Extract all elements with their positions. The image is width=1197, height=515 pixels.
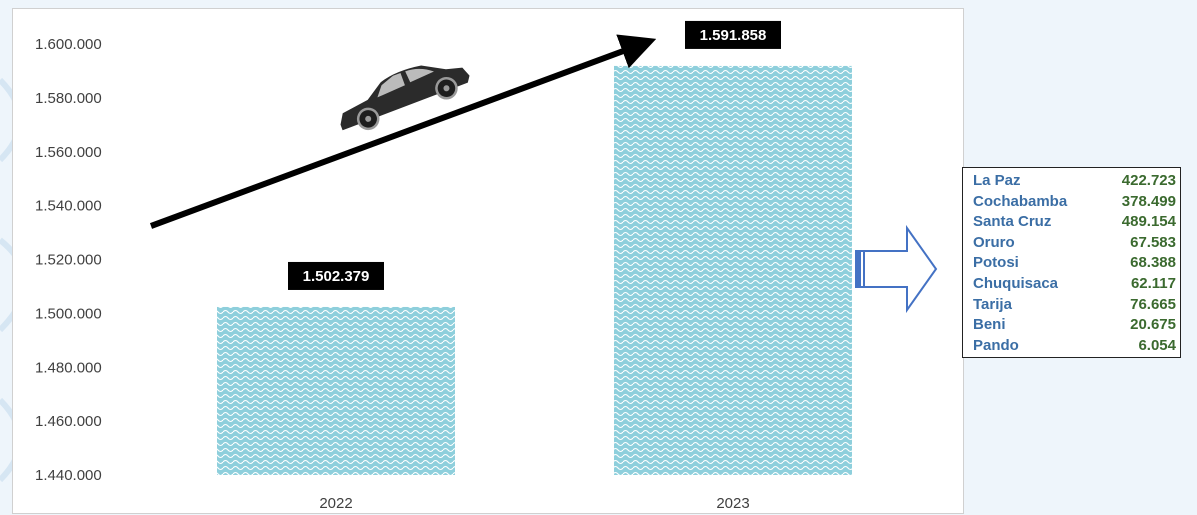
y-tick-label: 1.600.000 xyxy=(35,36,102,53)
department-name: Chuquisaca xyxy=(973,274,1059,292)
department-name: Tarija xyxy=(973,295,1012,313)
y-tick-label: 1.520.000 xyxy=(35,252,102,269)
y-tick-label: 1.580.000 xyxy=(35,90,102,107)
department-name: La Paz xyxy=(973,172,1021,189)
bar-2023 xyxy=(614,65,852,476)
department-row: Cochabamba 378.499 xyxy=(963,192,1180,213)
y-tick-label: 1.460.000 xyxy=(35,413,102,430)
data-label: 1.502.379 xyxy=(303,268,370,285)
department-value: 422.723 xyxy=(1121,172,1176,189)
department-value: 62.117 xyxy=(1130,274,1176,292)
department-value: 20.675 xyxy=(1130,316,1176,334)
department-row: Oruro 67.583 xyxy=(963,233,1180,254)
y-tick-label: 1.440.000 xyxy=(35,467,102,484)
department-value: 6.054 xyxy=(1138,336,1176,354)
y-tick-label: 1.540.000 xyxy=(35,198,102,215)
trend-arrow-icon xyxy=(149,34,657,229)
y-tick-label: 1.500.000 xyxy=(35,305,102,322)
x-axis: 2022 2023 xyxy=(319,495,749,512)
x-tick-label: 2023 xyxy=(716,495,749,512)
data-label-box xyxy=(288,261,384,290)
y-axis: 1.440.000 1.460.000 1.480.000 1.500.000 1.52… xyxy=(35,36,102,484)
department-value: 76.665 xyxy=(1130,295,1176,313)
department-table: La Paz 422.723 Cochabamba 378.499 Santa Cruz… xyxy=(962,167,1181,358)
department-value: 378.499 xyxy=(1121,192,1176,210)
data-labels: 1.502.379 1.591.858 xyxy=(288,20,781,290)
y-tick-label: 1.560.000 xyxy=(35,144,102,161)
department-row: Beni 20.675 xyxy=(963,315,1180,336)
department-row: Chuquisaca 62.117 xyxy=(963,274,1180,295)
department-row: Santa Cruz 489.154 xyxy=(963,212,1180,233)
department-value: 68.388 xyxy=(1130,254,1176,272)
data-label: 1.591.858 xyxy=(700,27,767,44)
department-name: Beni xyxy=(973,316,1006,334)
bar-chart: 1.440.000 1.460.000 1.480.000 1.500.000 1.52… xyxy=(35,20,852,512)
x-tick-label: 2022 xyxy=(319,495,352,512)
car-icon xyxy=(340,65,470,131)
y-tick-label: 1.480.000 xyxy=(35,359,102,376)
department-row: La Paz 422.723 xyxy=(963,171,1180,192)
bar-2022 xyxy=(217,306,455,475)
department-row: Tarija 76.665 xyxy=(963,295,1180,316)
department-name: Santa Cruz xyxy=(973,213,1052,231)
department-row: Potosi 68.388 xyxy=(963,253,1180,274)
department-row: Pando 6.054 xyxy=(963,336,1180,357)
department-name: Pando xyxy=(973,336,1019,354)
data-label-box xyxy=(685,20,781,49)
department-name: Oruro xyxy=(973,233,1015,251)
block-arrow-right-icon xyxy=(855,224,938,314)
department-name: Potosi xyxy=(973,254,1019,272)
bars xyxy=(217,65,852,476)
department-value: 67.583 xyxy=(1130,233,1176,251)
chart-area: 1.440.000 1.460.000 1.480.000 1.500.000 1.52… xyxy=(12,8,964,514)
department-name: Cochabamba xyxy=(973,192,1068,210)
department-value: 489.154 xyxy=(1121,213,1176,231)
